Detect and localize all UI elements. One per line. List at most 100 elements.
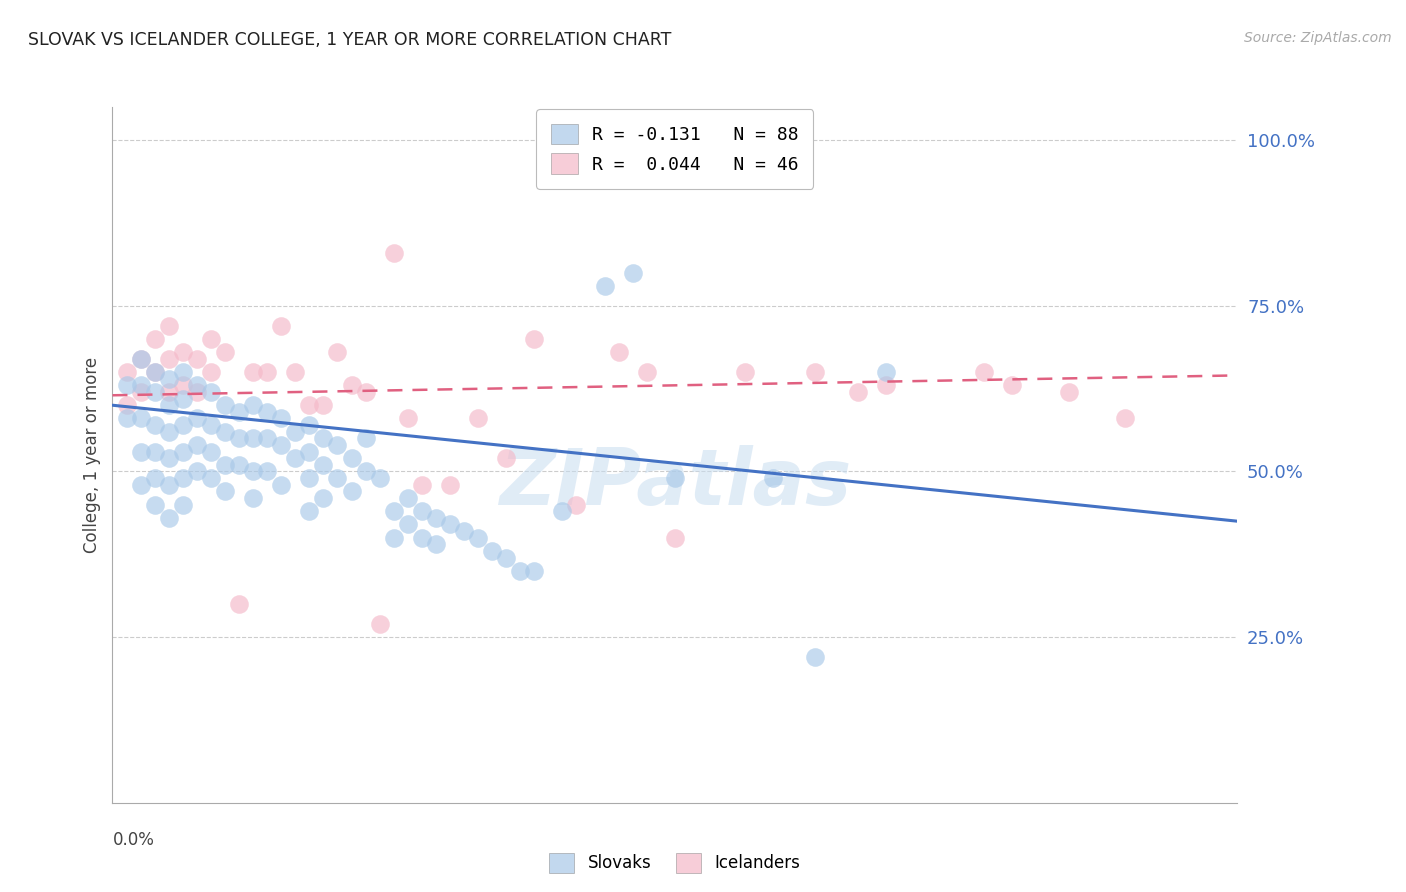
Point (396, 411, 419, 425)
Point (340, 484, 363, 499)
Point (298, 398, 321, 412)
Point (382, 245, 405, 260)
Legend: Slovaks, Icelanders: Slovaks, Icelanders (543, 847, 807, 880)
Point (396, 517, 419, 532)
Point (242, 431, 264, 445)
Legend: R = -0.131   N = 88, R =  0.044   N = 46: R = -0.131 N = 88, R = 0.044 N = 46 (536, 109, 814, 189)
Point (425, 537, 447, 551)
Point (143, 365, 166, 379)
Point (186, 378, 208, 392)
Point (157, 451, 180, 466)
Point (256, 365, 278, 379)
Point (143, 332, 166, 346)
Point (115, 398, 138, 412)
Point (143, 498, 166, 512)
Point (157, 318, 180, 333)
Point (143, 384, 166, 399)
Point (172, 345, 194, 359)
Point (425, 511, 447, 525)
Point (157, 398, 180, 412)
Point (129, 384, 152, 399)
Point (298, 471, 321, 485)
Point (495, 451, 517, 466)
Point (340, 378, 363, 392)
Point (298, 418, 321, 433)
Point (453, 524, 475, 538)
Point (312, 398, 335, 412)
Point (129, 351, 152, 366)
Point (270, 411, 292, 425)
Point (270, 477, 292, 491)
Point (242, 365, 264, 379)
Point (509, 564, 531, 578)
Point (157, 425, 180, 439)
Point (214, 398, 236, 412)
Point (523, 332, 546, 346)
Point (481, 544, 503, 558)
Point (143, 471, 166, 485)
Text: SLOVAK VS ICELANDER COLLEGE, 1 YEAR OR MORE CORRELATION CHART: SLOVAK VS ICELANDER COLLEGE, 1 YEAR OR M… (28, 31, 672, 49)
Point (734, 365, 756, 379)
Point (115, 365, 138, 379)
Point (382, 504, 405, 518)
Point (157, 477, 180, 491)
Text: 0.0%: 0.0% (112, 830, 155, 848)
Text: ZIPatlas: ZIPatlas (499, 445, 851, 521)
Point (439, 477, 461, 491)
Point (340, 451, 363, 466)
Point (242, 465, 264, 479)
Point (115, 378, 138, 392)
Point (354, 465, 377, 479)
Point (256, 465, 278, 479)
Point (228, 458, 250, 472)
Point (172, 444, 194, 458)
Point (129, 351, 152, 366)
Point (270, 318, 292, 333)
Point (228, 431, 250, 445)
Point (200, 418, 222, 433)
Point (172, 498, 194, 512)
Point (200, 384, 222, 399)
Point (439, 517, 461, 532)
Point (495, 550, 517, 565)
Point (396, 491, 419, 505)
Point (284, 425, 307, 439)
Point (804, 650, 827, 665)
Point (1001, 378, 1024, 392)
Point (973, 365, 995, 379)
Point (312, 491, 335, 505)
Point (157, 351, 180, 366)
Point (298, 444, 321, 458)
Point (411, 477, 433, 491)
Point (172, 418, 194, 433)
Point (326, 345, 349, 359)
Point (1057, 384, 1080, 399)
Point (186, 384, 208, 399)
Point (200, 365, 222, 379)
Point (875, 378, 897, 392)
Point (186, 411, 208, 425)
Point (129, 411, 152, 425)
Point (607, 345, 630, 359)
Point (129, 444, 152, 458)
Point (157, 372, 180, 386)
Point (804, 365, 827, 379)
Point (467, 411, 489, 425)
Point (129, 477, 152, 491)
Point (172, 471, 194, 485)
Text: Source: ZipAtlas.com: Source: ZipAtlas.com (1244, 31, 1392, 45)
Point (368, 471, 391, 485)
Point (186, 465, 208, 479)
Point (200, 471, 222, 485)
Point (326, 471, 349, 485)
Point (157, 511, 180, 525)
Point (256, 431, 278, 445)
Point (270, 438, 292, 452)
Point (186, 351, 208, 366)
Point (242, 398, 264, 412)
Point (143, 418, 166, 433)
Point (214, 458, 236, 472)
Y-axis label: College, 1 year or more: College, 1 year or more (83, 357, 101, 553)
Point (284, 365, 307, 379)
Point (228, 597, 250, 611)
